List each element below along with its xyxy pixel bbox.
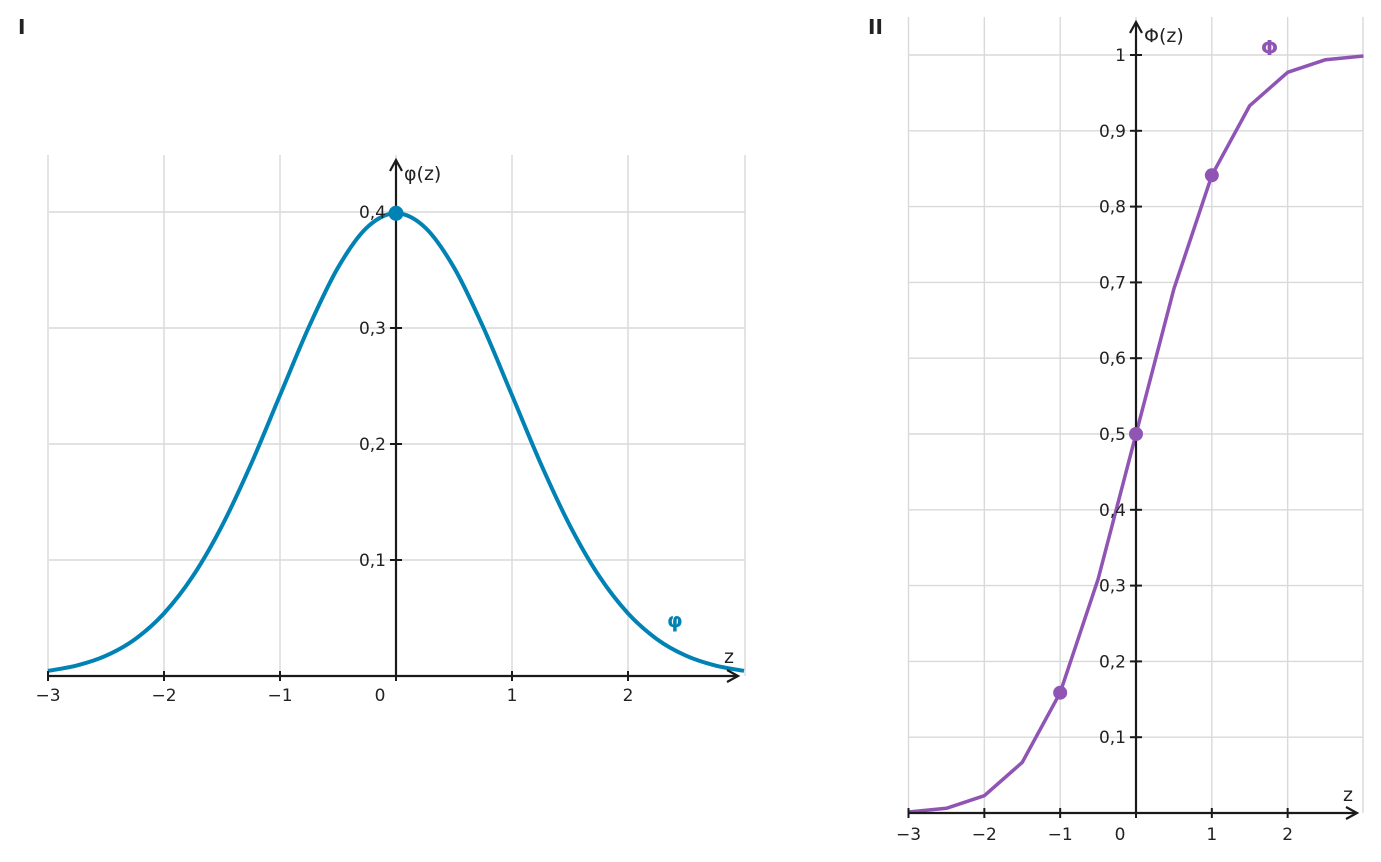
- data-point-marker: [1053, 685, 1068, 700]
- x-axis-arrow: [1345, 806, 1360, 820]
- y-axis-label: Φ(z): [1144, 25, 1184, 47]
- x-tick-label: −3: [896, 825, 921, 845]
- y-tick-label: 0,2: [359, 435, 386, 455]
- series-label: φ: [667, 608, 683, 632]
- x-axis-label: z: [1343, 784, 1353, 806]
- series-label: Φ: [1261, 36, 1278, 60]
- data-point-marker: [1129, 427, 1143, 441]
- panel-density: I −3 −2 −1 0 1 2 0,1 0,2 0,3 0,4 φ(z) z φ: [18, 15, 746, 706]
- y-tick-label: 0,5: [1099, 425, 1126, 445]
- y-axis-arrow: [1129, 19, 1143, 34]
- y-tick-label: 0,9: [1099, 122, 1126, 142]
- panel-cumulative: II−3 −2 −1 0 1 20,10,20,30,40,50,60,70,80,91Φ…: [868, 15, 1364, 845]
- x-tick-label: 0: [375, 686, 386, 706]
- y-tick-label: 0,3: [1099, 577, 1126, 597]
- y-tick-label: 0,6: [1099, 349, 1126, 369]
- x-tick-label: 1: [1206, 825, 1217, 845]
- x-tick-label: 0: [1115, 825, 1126, 845]
- y-tick-label: 0,3: [359, 319, 386, 339]
- x-tick-label: −3: [35, 686, 60, 706]
- x-tick-label: −2: [972, 825, 997, 845]
- y-tick-label: 0,8: [1099, 198, 1126, 218]
- x-tick-label: 2: [1282, 825, 1293, 845]
- panel-label: I: [18, 15, 25, 39]
- data-point-marker: [1204, 168, 1219, 183]
- panel-label: II: [868, 15, 883, 39]
- y-tick-label: 0,1: [359, 551, 386, 571]
- y-tick-label: 1: [1115, 46, 1126, 66]
- x-axis-label: z: [724, 646, 734, 668]
- y-axis-arrow: [389, 157, 403, 172]
- x-tick-label: −1: [267, 686, 292, 706]
- data-point-marker: [388, 205, 404, 221]
- x-tick-label: −2: [151, 686, 176, 706]
- y-axis-label: φ(z): [404, 163, 441, 185]
- y-tick-label: 0,1: [1099, 728, 1126, 748]
- x-tick-label: −1: [1048, 825, 1073, 845]
- y-tick-label: 0,4: [1099, 501, 1126, 521]
- y-tick-label: 0,7: [1099, 273, 1126, 293]
- x-tick-label: 2: [623, 686, 634, 706]
- x-tick-label: 1: [507, 686, 518, 706]
- x-axis-arrow: [726, 669, 741, 683]
- y-tick-label: 0,4: [359, 203, 386, 223]
- y-tick-label: 0,2: [1099, 652, 1126, 672]
